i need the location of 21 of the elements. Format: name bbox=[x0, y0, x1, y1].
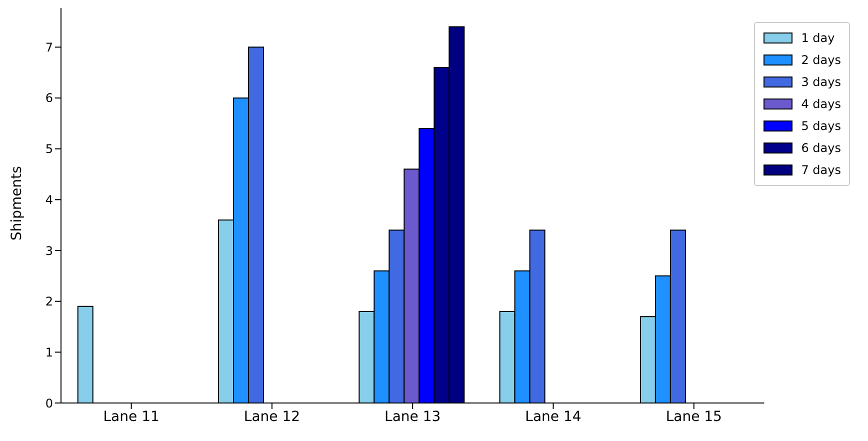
y-axis-title: Shipments bbox=[8, 166, 25, 240]
y-tick-label: 3 bbox=[45, 244, 53, 258]
legend-label: 2 days bbox=[801, 53, 841, 67]
legend-label: 4 days bbox=[801, 97, 841, 111]
x-tick-label: Lane 12 bbox=[244, 408, 300, 425]
y-tick-label: 7 bbox=[45, 40, 53, 54]
x-tick-label: Lane 15 bbox=[666, 408, 722, 425]
x-tick-label: Lane 14 bbox=[525, 408, 582, 425]
y-tick-label: 0 bbox=[45, 396, 53, 410]
legend-label: 3 days bbox=[801, 75, 841, 89]
y-tick-label: 4 bbox=[45, 192, 53, 207]
x-tick-label: Lane 13 bbox=[384, 408, 441, 425]
y-tick-label: 5 bbox=[45, 142, 53, 156]
y-tick-label: 1 bbox=[45, 345, 53, 360]
y-tick-label: 6 bbox=[45, 91, 53, 106]
legend-label: 1 day bbox=[801, 31, 835, 45]
legend-label: 7 days bbox=[801, 163, 841, 177]
x-tick-label: Lane 11 bbox=[103, 408, 160, 425]
legend-label: 5 days bbox=[801, 119, 841, 133]
y-tick-label: 2 bbox=[45, 294, 53, 309]
legend-label: 6 days bbox=[801, 141, 841, 155]
